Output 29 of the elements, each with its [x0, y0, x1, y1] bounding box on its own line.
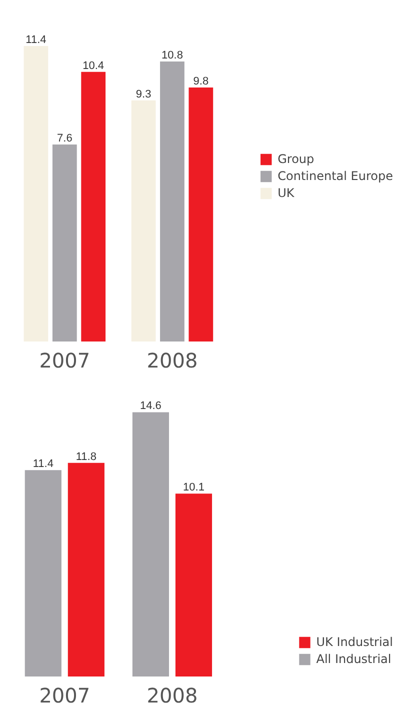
- bar: [52, 144, 77, 342]
- x-tick-label: 2007: [39, 348, 90, 372]
- bar: [24, 46, 48, 342]
- data-label: 7.6: [57, 132, 72, 144]
- x-tick-label: 2007: [39, 684, 90, 708]
- legend-label: UK Industrial: [316, 635, 393, 649]
- x-tick-label: 2008: [146, 348, 198, 372]
- data-label: 9.8: [193, 75, 209, 88]
- bar: [160, 62, 184, 342]
- bar: [188, 87, 214, 342]
- data-label: 11.4: [26, 34, 46, 46]
- data-label: 11.8: [76, 450, 96, 463]
- data-label: 11.4: [32, 458, 54, 470]
- legend-label: All Industrial: [316, 652, 392, 666]
- bar: [81, 72, 106, 342]
- bar: [175, 494, 212, 676]
- data-label: 10.1: [183, 482, 204, 494]
- data-label: 10.8: [162, 50, 183, 62]
- x-tick-label: 2008: [146, 684, 198, 708]
- legend-label: Continental Europe: [278, 168, 393, 182]
- data-label: 9.3: [136, 88, 152, 100]
- bar: [68, 462, 104, 676]
- legend-label: UK: [278, 186, 296, 200]
- bar: [132, 412, 170, 676]
- legend-label: Group: [278, 152, 314, 166]
- data-label: 14.6: [140, 400, 162, 412]
- data-label: 10.4: [82, 60, 104, 72]
- bar: [131, 100, 156, 342]
- bar: [24, 470, 62, 676]
